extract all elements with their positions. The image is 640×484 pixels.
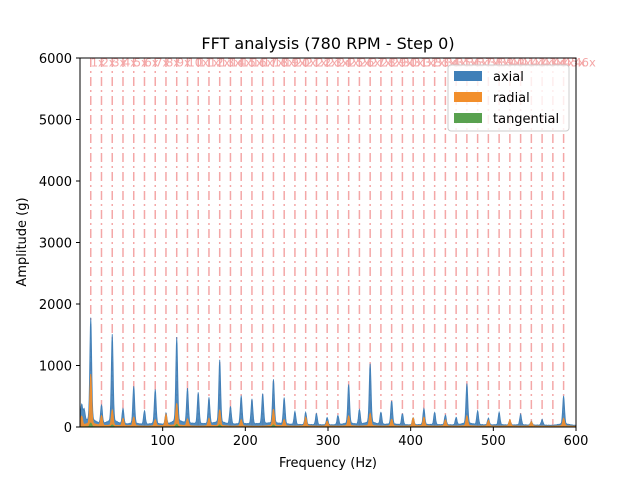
legend-swatch-axial <box>454 71 482 81</box>
harmonic-label: 24x <box>338 56 360 70</box>
harmonic-label: 15x <box>241 56 263 70</box>
series-area-radial <box>79 374 577 428</box>
x-axis-label: Frequency (Hz) <box>279 456 377 471</box>
y-tick-label: 3000 <box>39 237 72 252</box>
harmonic-label: 19x <box>284 56 306 70</box>
harmonic-label: 5x <box>134 56 148 70</box>
harmonic-label: 7x <box>155 56 169 70</box>
legend-label-radial: radial <box>493 91 530 106</box>
y-tick-label: 1000 <box>39 360 72 375</box>
harmonic-label: 22x <box>316 56 338 70</box>
x-tick-label: 100 <box>150 434 175 449</box>
chart-title: FFT analysis (780 RPM - Step 0) <box>201 34 454 53</box>
harmonic-label: 16x <box>252 56 274 70</box>
harmonic-label: 8x <box>166 56 180 70</box>
harmonic-label: 30x <box>402 56 424 70</box>
harmonic-label: 9x <box>177 56 191 70</box>
harmonic-label: 12x <box>209 56 231 70</box>
harmonic-label: 23x <box>327 56 349 70</box>
harmonic-label: 27x <box>370 56 392 70</box>
harmonic-label: 26x <box>359 56 381 70</box>
legend-swatch-radial <box>454 92 482 102</box>
x-tick-label: 300 <box>316 434 341 449</box>
harmonic-label: 20x <box>295 56 317 70</box>
legend-label-axial: axial <box>493 70 524 85</box>
legend-label-tangential: tangential <box>493 112 559 127</box>
x-tick-label: 600 <box>564 434 589 449</box>
y-tick-label: 5000 <box>39 114 72 129</box>
harmonic-label: 25x <box>349 56 371 70</box>
harmonic-label: 1x <box>91 56 105 70</box>
harmonic-label: 10x <box>187 56 209 70</box>
series-area-axial <box>79 317 577 428</box>
harmonic-label: 32x <box>424 56 446 70</box>
y-tick-label: 6000 <box>39 52 72 67</box>
y-tick-label: 4000 <box>39 175 72 190</box>
y-tick-label: 0 <box>64 421 72 436</box>
harmonic-label: 2x <box>101 56 115 70</box>
x-tick-label: 400 <box>398 434 423 449</box>
harmonic-label: 6x <box>144 56 158 70</box>
harmonic-label: 4x <box>123 56 137 70</box>
harmonic-label: 3x <box>112 56 126 70</box>
harmonic-label: 31x <box>413 56 435 70</box>
harmonic-label: 21x <box>306 56 328 70</box>
y-tick-label: 2000 <box>39 298 72 313</box>
harmonic-label: 13x <box>220 56 242 70</box>
harmonic-label: 29x <box>392 56 414 70</box>
harmonic-label: 28x <box>381 56 403 70</box>
x-tick-label: 200 <box>233 434 258 449</box>
harmonic-label: 11x <box>198 56 220 70</box>
harmonic-label: 46x <box>574 56 596 70</box>
y-axis-label: Amplitude (g) <box>15 197 30 286</box>
x-tick-label: 500 <box>481 434 506 449</box>
legend-swatch-tangential <box>454 113 482 123</box>
harmonic-label: 18x <box>273 56 295 70</box>
harmonic-label: 17x <box>263 56 285 70</box>
harmonic-label: 14x <box>230 56 252 70</box>
